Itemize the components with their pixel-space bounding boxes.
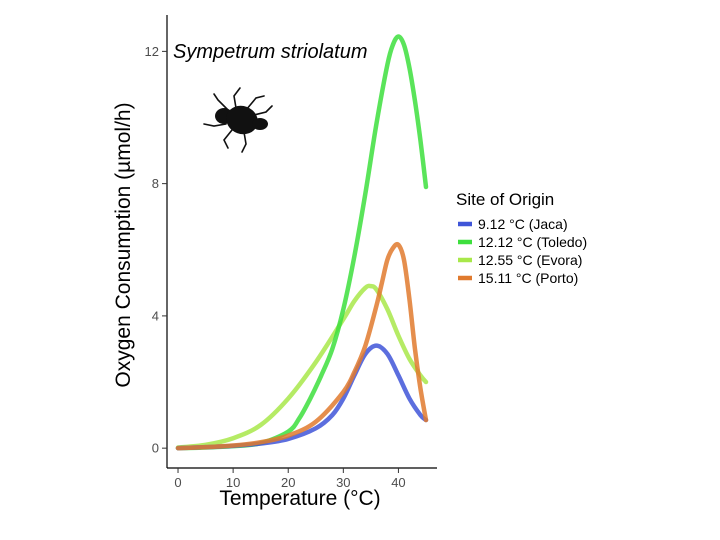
y-axis-ticks: 0 4 8 12: [145, 44, 167, 456]
y-axis-title: Oxygen Consumption (µmol/h): [112, 102, 135, 387]
species-annotation: Sympetrum striolatum: [173, 41, 368, 63]
legend-title: Site of Origin: [456, 190, 554, 209]
series-line-3: [175, 241, 429, 451]
y-tick-label: 8: [152, 176, 159, 191]
x-axis-title: Temperature (°C): [219, 487, 380, 510]
y-tick-label: 12: [145, 44, 159, 59]
legend-label: 12.55 °C (Evora): [478, 252, 582, 268]
y-tick-label: 4: [152, 308, 159, 323]
series-curves: [175, 34, 429, 451]
x-tick-label: 20: [281, 475, 295, 490]
legend-items: 9.12 °C (Jaca) 12.12 °C (Toledo) 12.55 °C …: [458, 216, 587, 286]
series-line-2: [175, 283, 429, 450]
x-tick-label: 10: [226, 475, 240, 490]
larva-silhouette-icon: [203, 87, 273, 153]
series-line-0: [175, 343, 429, 451]
legend-label: 12.12 °C (Toledo): [478, 234, 587, 250]
x-tick-label: 40: [391, 475, 405, 490]
legend-label: 9.12 °C (Jaca): [478, 216, 568, 232]
x-tick-label: 0: [174, 475, 181, 490]
x-tick-label: 30: [336, 475, 350, 490]
y-tick-label: 0: [152, 441, 159, 456]
legend-label: 15.11 °C (Porto): [478, 270, 578, 286]
legend: Site of Origin 9.12 °C (Jaca) 12.12 °C (T…: [456, 190, 587, 286]
series-line-1: [175, 34, 429, 451]
x-axis-ticks: 0 10 20 30 40: [174, 468, 406, 490]
